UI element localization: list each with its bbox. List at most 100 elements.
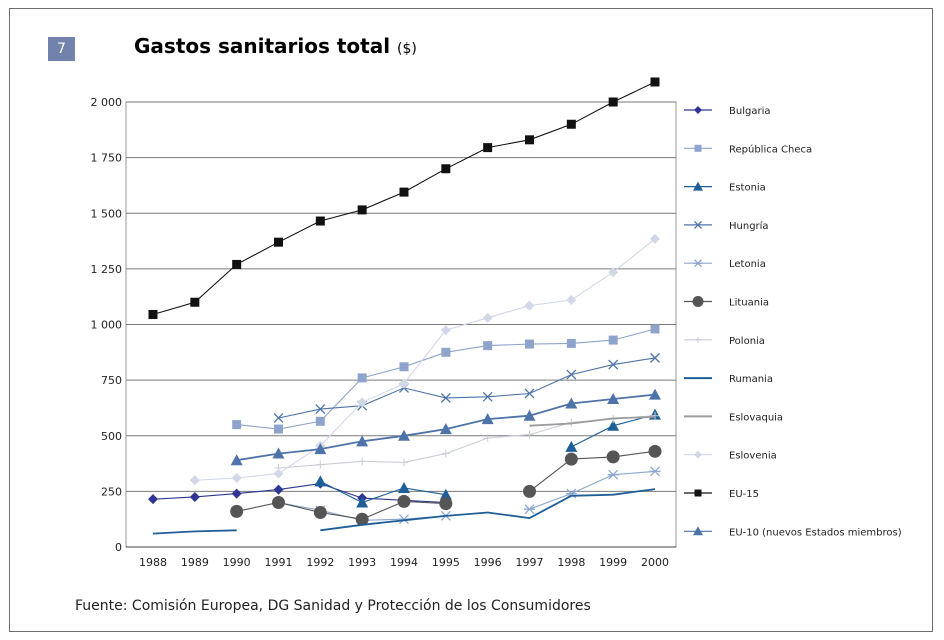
legend-marker [694, 144, 702, 152]
data-point [608, 97, 618, 107]
data-point [274, 237, 283, 247]
data-point [357, 397, 368, 408]
y-tick-label: 500 [101, 430, 122, 443]
legend-item-rumania: Rumania [684, 374, 773, 385]
data-point [481, 413, 494, 425]
data-point [400, 458, 408, 467]
data-point [650, 233, 660, 244]
series-line [236, 450, 656, 520]
legend-label: Polonia [729, 336, 765, 347]
data-point [523, 484, 536, 498]
legend-item-eu-10-nuevos-estados-miembros: EU-10 (nuevos Estados miembros) [684, 526, 902, 538]
legend-label: República Checa [729, 143, 812, 155]
legend-label: Estonia [729, 183, 766, 194]
y-tick-label: 750 [101, 374, 122, 387]
figure-number-badge: 7 [48, 37, 75, 61]
data-point [483, 143, 493, 153]
data-point [651, 411, 659, 420]
series-line [278, 357, 656, 419]
data-point [439, 423, 452, 435]
data-point [273, 412, 284, 423]
series-polonia [274, 411, 659, 473]
data-point [566, 119, 576, 129]
data-point [608, 267, 619, 278]
data-point [566, 295, 577, 306]
series-line [194, 238, 656, 481]
data-point [607, 469, 619, 480]
data-point [232, 259, 242, 269]
legend-label: Lituania [729, 298, 769, 309]
data-point [315, 404, 326, 415]
legend-item-polonia: Polonia [684, 336, 765, 347]
data-point [189, 491, 200, 502]
y-tick-label: 2 000 [91, 96, 123, 109]
x-tick-label: 1989 [181, 556, 209, 569]
data-point [524, 388, 535, 399]
data-point [315, 416, 325, 426]
data-point [273, 468, 284, 479]
data-point [440, 325, 451, 336]
x-tick-label: 1992 [306, 556, 334, 569]
series-eu-15 [148, 77, 660, 319]
legend-item-republica-checa: República Checa [684, 143, 812, 155]
data-point [650, 352, 660, 363]
x-tick-label: 1991 [265, 556, 293, 569]
data-point [189, 475, 200, 486]
data-point [566, 338, 576, 348]
y-tick-label: 1 500 [91, 207, 123, 220]
data-point [316, 460, 325, 469]
data-point [607, 393, 620, 405]
data-point [272, 447, 285, 459]
data-point [608, 359, 619, 370]
legend-marker [693, 259, 703, 268]
legend-marker [694, 450, 702, 459]
x-tick-label: 1996 [474, 556, 502, 569]
series-lituania [230, 444, 662, 526]
data-point [313, 506, 327, 520]
series-line [529, 415, 656, 427]
data-point [650, 77, 660, 87]
legend-item-lituania: Lituania [684, 296, 769, 309]
legend-label: Letonia [729, 259, 766, 270]
data-point [357, 205, 367, 215]
data-point [399, 362, 409, 372]
x-tick-label: 1999 [599, 556, 627, 569]
series-line [152, 483, 446, 504]
data-point [399, 187, 409, 197]
data-point [357, 373, 367, 383]
chart-title: Gastos sanitarios total ($) [134, 34, 417, 58]
data-point [230, 454, 243, 466]
data-point [525, 430, 534, 439]
data-point [398, 429, 410, 441]
data-point [607, 419, 620, 431]
series-line [320, 414, 656, 504]
legend-marker [693, 526, 703, 536]
data-point [649, 388, 661, 400]
data-point [190, 297, 200, 307]
y-tick-label: 0 [115, 541, 122, 554]
data-point [483, 433, 492, 442]
data-point [399, 378, 409, 389]
chart-title-unit: ($) [397, 41, 417, 57]
data-point [148, 309, 158, 319]
legend-marker [695, 336, 701, 343]
data-point [482, 312, 493, 323]
data-point [231, 488, 242, 499]
data-point [314, 475, 327, 487]
data-point [441, 164, 451, 174]
legend-item-eu-15: EU-15 [684, 489, 759, 500]
legend-item-eslovaquia: Eslovaquia [684, 412, 783, 423]
series-line [152, 81, 656, 316]
x-tick-label: 1988 [139, 556, 167, 569]
series-republica-checa [232, 324, 660, 434]
series-eslovenia [189, 233, 660, 486]
legend-item-hungria: Hungría [684, 220, 769, 232]
data-point [565, 397, 578, 409]
data-point [564, 452, 578, 466]
data-point [148, 494, 158, 505]
y-tick-label: 1 000 [91, 319, 123, 332]
data-point [441, 347, 451, 357]
series-eslovaquia [529, 415, 656, 427]
series-eu-10-nuevos-estados-miembros [230, 388, 661, 466]
